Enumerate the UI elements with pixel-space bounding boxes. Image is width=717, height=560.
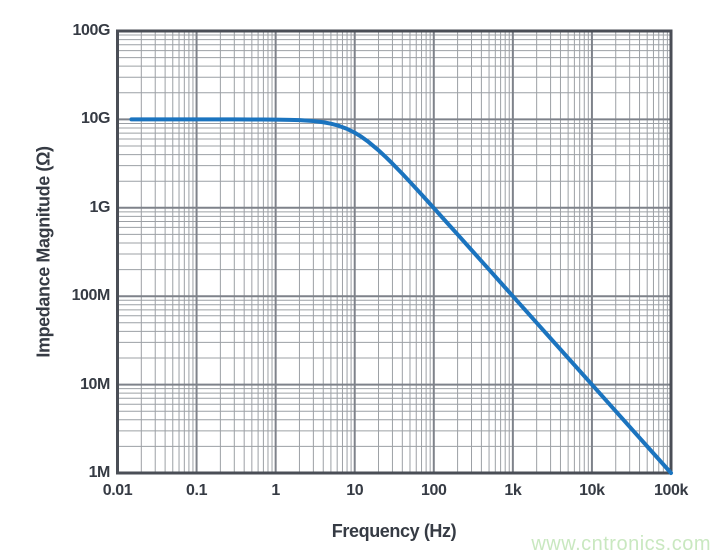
x-tick-label: 10k bbox=[579, 482, 605, 499]
y-tick-label: 100G bbox=[72, 22, 110, 39]
x-tick-label: 0.1 bbox=[186, 482, 208, 499]
x-tick-label: 1k bbox=[504, 482, 522, 499]
x-tick-label: 1 bbox=[271, 482, 280, 499]
watermark: www.cntronics.com bbox=[531, 533, 711, 555]
impedance-curve bbox=[129, 117, 673, 475]
x-tick-label: 10 bbox=[346, 482, 364, 499]
plot-border bbox=[116, 29, 673, 475]
y-axis-title: Impedance Magnitude (Ω) bbox=[33, 146, 54, 358]
y-tick-label: 1G bbox=[89, 198, 110, 216]
x-tick-label: 0.01 bbox=[102, 482, 133, 499]
y-tick-label: 10G bbox=[80, 110, 110, 128]
x-tick-label: 100 bbox=[421, 482, 447, 499]
y-tick-label: 100M bbox=[71, 287, 111, 305]
x-tick-label: 100k bbox=[654, 482, 688, 499]
y-tick-label: 10M bbox=[80, 375, 110, 393]
y-tick-label: 1M bbox=[88, 464, 111, 481]
x-axis-title: Frequency (Hz) bbox=[331, 521, 457, 541]
